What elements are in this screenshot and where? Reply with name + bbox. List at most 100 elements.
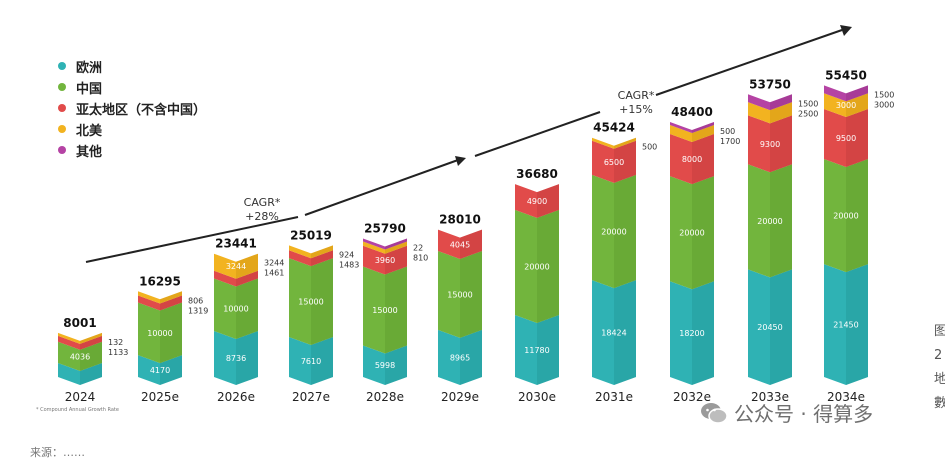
bar-segment (670, 133, 714, 185)
legend-label: 北美 (76, 123, 103, 139)
bar-segment (214, 278, 258, 340)
side-value-label: 924 (339, 250, 354, 259)
side-value-label: 810 (413, 253, 428, 262)
bar-segment (824, 109, 868, 167)
segment-value-label: 8736 (226, 354, 246, 363)
bar-segment (138, 295, 182, 311)
bar-segment-shade (385, 238, 407, 250)
segment-value-label: 5998 (375, 361, 395, 370)
segment-value-label: 3960 (375, 256, 395, 265)
bar-segment (289, 250, 333, 267)
x-tick-label: 2033e (751, 390, 789, 404)
bar-segment-shade (236, 278, 258, 340)
bar-segment (515, 184, 559, 218)
segment-value-label: 9300 (760, 140, 780, 149)
bar-segment (592, 137, 636, 149)
bar-segment-shade (460, 329, 482, 385)
bar-segment-shade (236, 270, 258, 287)
x-tick-label: 2028e (366, 390, 404, 404)
bar-segment (363, 241, 407, 254)
bottom-source-text: 来源：…… (30, 446, 85, 459)
bar-segment-shade (80, 363, 102, 385)
bar-segment-shade (846, 93, 868, 118)
bar-segment-shade (692, 122, 714, 134)
bar-segment-shade (846, 158, 868, 273)
bar-segment-shade (80, 332, 102, 344)
bar-segment-shade (460, 250, 482, 338)
side-value-label: 1319 (188, 306, 208, 315)
bar-segment (363, 345, 407, 385)
bar-segment-shade (160, 295, 182, 311)
bar-segment (138, 291, 182, 304)
bar-segment-shade (537, 184, 559, 218)
bar-segment-shade (311, 258, 333, 345)
bar-segment (138, 302, 182, 364)
segment-value-label: 18200 (679, 329, 704, 338)
bar-segment-shade (770, 269, 792, 385)
side-value-label: 3000 (874, 100, 894, 109)
x-tick-label: 2030e (518, 390, 556, 404)
side-caption: 图 2 地 數 (934, 324, 945, 411)
watermark: 公众号 · 得算多 (700, 398, 873, 427)
bar-segment-shade (614, 280, 636, 385)
side-value-label: 500 (642, 143, 657, 152)
bar-segment (748, 115, 792, 173)
legend-item: 北美 (58, 120, 103, 139)
bar-segment (592, 280, 636, 385)
bar-segment (592, 140, 636, 183)
segment-value-label: 3000 (836, 101, 856, 110)
x-tick-label: 2026e (217, 390, 255, 404)
bar-total-label: 25019 (290, 228, 332, 242)
cagr-arrow-line (85, 216, 299, 263)
segment-value-label: 8000 (682, 155, 702, 164)
x-tick-label: 2034e (827, 390, 865, 404)
bar-segment-shade (770, 102, 792, 124)
bar-segment-shade (80, 335, 102, 350)
segment-value-label: 15000 (447, 290, 472, 299)
bar-total-label: 25790 (364, 221, 406, 235)
legend-label: 其他 (76, 144, 103, 160)
bar-total-label: 55450 (825, 68, 867, 82)
side-value-label: 3244 (264, 259, 284, 268)
bar-total-label: 16295 (139, 274, 181, 288)
bar-segment (592, 174, 636, 289)
bar-segment-shade (614, 137, 636, 149)
bar-segment (289, 258, 333, 345)
cagr-arrow-line (655, 29, 843, 96)
cagr-arrow-line (474, 111, 601, 157)
legend-item: 其他 (58, 141, 103, 160)
x-tick-label: 2027e (292, 390, 330, 404)
bar-segment (748, 164, 792, 278)
bar-segment-shade (537, 209, 559, 324)
bar-segment (214, 253, 258, 279)
bar-segment (515, 209, 559, 324)
bar-segment-shade (460, 229, 482, 259)
bar-segment-shade (846, 264, 868, 385)
cagr-label: CAGR* (618, 89, 655, 102)
bar-segment-shade (770, 115, 792, 173)
segment-value-label: 4036 (70, 352, 90, 361)
bar-total-label: 53750 (749, 77, 791, 91)
bar-segment-shade (770, 94, 792, 111)
segment-value-label: 4900 (527, 197, 547, 206)
cagr-value: +28% (245, 210, 279, 223)
footnote: * Compound Annual Growth Rate (36, 407, 119, 413)
x-tick-label: 2025e (141, 390, 179, 404)
legend-swatch (58, 104, 66, 112)
bar-segment-shade (846, 109, 868, 167)
segment-value-label: 20000 (601, 227, 626, 236)
bar-segment (214, 270, 258, 287)
segment-value-label: 8965 (450, 353, 470, 362)
cagr-arrowhead (840, 25, 852, 36)
side-value-label: 1133 (108, 348, 128, 357)
bar-segment (824, 158, 868, 273)
segment-value-label: 20000 (833, 212, 858, 221)
segment-value-label: 20450 (757, 323, 782, 332)
bar-segment (824, 264, 868, 385)
segment-value-label: 21450 (833, 321, 858, 330)
bar-segment-shade (692, 133, 714, 185)
bar-segment (438, 329, 482, 385)
wechat-icon (701, 402, 728, 424)
segment-value-label: 20000 (679, 229, 704, 238)
bar-segment-shade (770, 164, 792, 278)
